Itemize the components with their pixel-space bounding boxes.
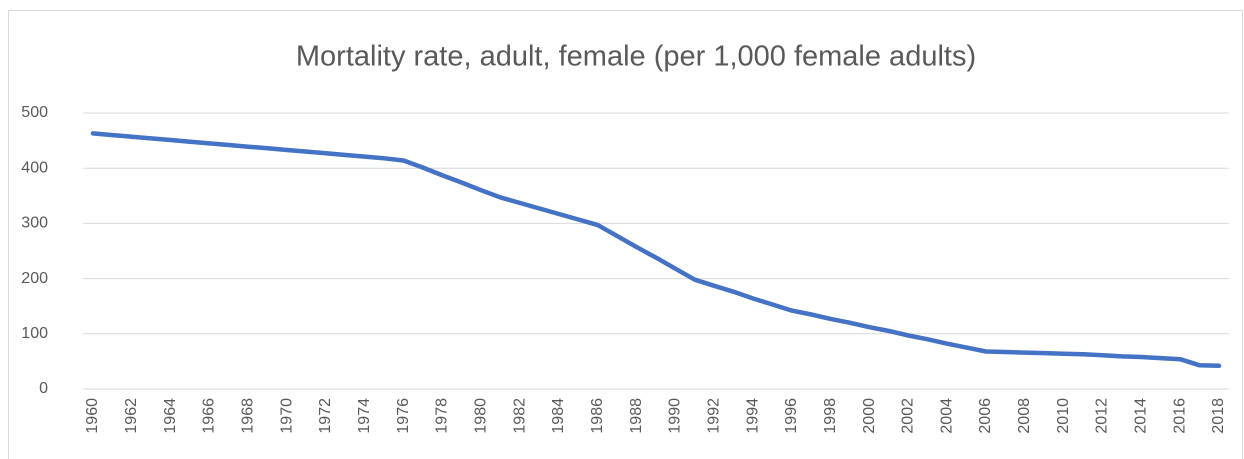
line-series bbox=[90, 131, 1222, 369]
x-tick-label: 2018 bbox=[1210, 398, 1227, 434]
x-tick-label: 2016 bbox=[1171, 398, 1188, 434]
x-tick-label: 1972 bbox=[317, 398, 334, 434]
x-tick-label: 2014 bbox=[1133, 398, 1150, 434]
x-tick-label: 1990 bbox=[667, 398, 684, 434]
x-tick-label: 1984 bbox=[550, 398, 567, 434]
x-tick-label: 1996 bbox=[783, 398, 800, 434]
y-tick-label: 0 bbox=[39, 380, 48, 397]
x-tick-label: 2012 bbox=[1094, 398, 1111, 434]
x-tick-label: 2006 bbox=[977, 398, 994, 434]
x-tick-label: 1994 bbox=[744, 398, 761, 434]
x-tick-label: 1992 bbox=[705, 398, 722, 434]
y-tick-label: 200 bbox=[21, 270, 48, 287]
x-tick-label: 2000 bbox=[861, 398, 878, 434]
x-tick-label: 1970 bbox=[278, 398, 295, 434]
x-tick-label: 1988 bbox=[628, 398, 645, 434]
x-tick-label: 2008 bbox=[1016, 398, 1033, 434]
x-tick-label: 1964 bbox=[162, 398, 179, 434]
y-tick-label: 500 bbox=[21, 104, 48, 121]
x-tick-label: 1980 bbox=[472, 398, 489, 434]
x-tick-label: 1974 bbox=[356, 398, 373, 434]
chart-border bbox=[8, 10, 1243, 459]
x-tick-label: 1960 bbox=[84, 398, 101, 434]
y-tick-label: 400 bbox=[21, 159, 48, 176]
x-tick-label: 1998 bbox=[822, 398, 839, 434]
x-tick-label: 1962 bbox=[123, 398, 140, 434]
x-tick-label: 1986 bbox=[589, 398, 606, 434]
x-tick-label: 1978 bbox=[434, 398, 451, 434]
x-tick-label: 1966 bbox=[201, 398, 218, 434]
x-tick-label: 2004 bbox=[938, 398, 955, 434]
y-tick-label: 100 bbox=[21, 325, 48, 342]
y-tick-label: 300 bbox=[21, 215, 48, 232]
chart-title: Mortality rate, adult, female (per 1,000… bbox=[296, 41, 976, 73]
x-tick-label: 1982 bbox=[511, 398, 528, 434]
x-tick-label: 2002 bbox=[900, 398, 917, 434]
x-tick-label: 2010 bbox=[1055, 398, 1072, 434]
x-tick-label: 1976 bbox=[395, 398, 412, 434]
x-tick-label: 1968 bbox=[240, 398, 257, 434]
